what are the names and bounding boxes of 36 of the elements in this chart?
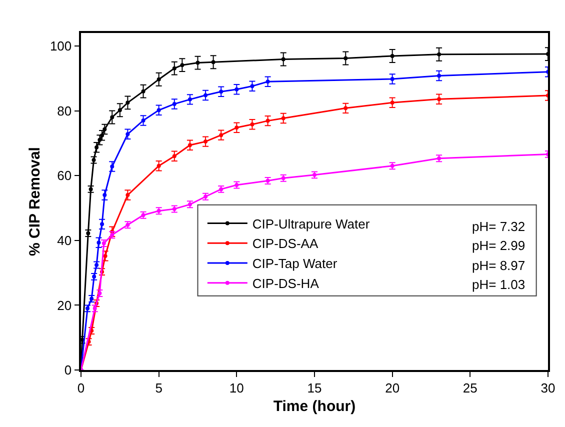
x-tick-label: 10: [229, 380, 244, 396]
legend-label: CIP-DS-HA: [252, 276, 320, 291]
point: [141, 89, 146, 94]
point: [196, 60, 200, 65]
y-tick-label: 20: [57, 298, 72, 313]
y-axis-title: % CIP Removal: [26, 147, 44, 256]
legend-label: CIP-Ultrapure Water: [252, 216, 370, 232]
annotation: pH= 1.03: [472, 277, 526, 292]
point: [281, 57, 286, 62]
point: [172, 66, 176, 70]
legend-label: CIP-Tap Water: [252, 256, 338, 272]
x-tick-label: 30: [540, 380, 556, 396]
point: [126, 100, 130, 105]
annotation: pH= 8.97: [472, 258, 526, 273]
point: [437, 52, 442, 56]
y-tick-label: 0: [64, 362, 72, 378]
y-tick-label: 40: [57, 232, 72, 248]
x-tick-label: 5: [155, 380, 162, 396]
x-tick-label: 25: [462, 380, 478, 396]
y-tick-label: 100: [50, 38, 72, 54]
legend-label: CIP-DS-AA: [252, 236, 318, 252]
y-tick-label: 80: [57, 103, 72, 118]
x-axis-title: Time (hour): [273, 398, 356, 415]
x-tick-label: 0: [77, 380, 85, 396]
x-tick-label: 20: [385, 380, 400, 396]
point: [390, 54, 394, 58]
point: [118, 108, 122, 112]
point: [156, 77, 161, 82]
point: [180, 63, 184, 68]
point: [344, 56, 348, 60]
point: [211, 60, 216, 64]
point: [110, 115, 114, 120]
annotation: pH= 2.99: [472, 238, 526, 253]
x-tick-label: 15: [307, 380, 322, 396]
y-tick-label: 60: [57, 168, 72, 184]
annotation: pH= 7.32: [472, 219, 526, 234]
